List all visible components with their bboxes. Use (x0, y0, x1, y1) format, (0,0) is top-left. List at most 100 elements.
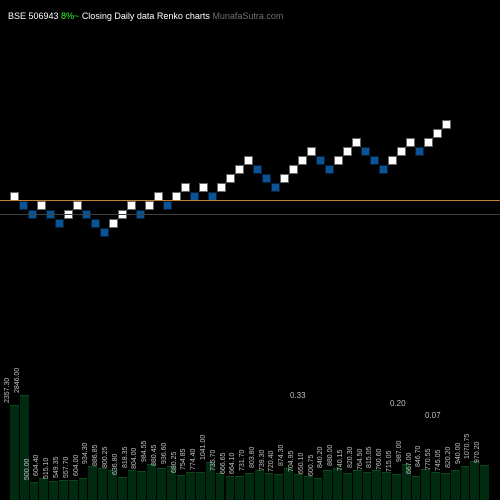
volume-label: 549.35 (53, 457, 60, 478)
volume-annotation: 0.07 (425, 411, 441, 420)
volume-bar: 666.65 (226, 476, 235, 500)
volume-label: 770.55 (425, 449, 432, 470)
renko-brick (253, 165, 262, 174)
volume-label: 1041.00 (200, 435, 207, 460)
volume-label: 987.00 (396, 441, 403, 462)
volume-bar: 940.00 (461, 466, 470, 500)
volume-label: 940.00 (455, 443, 462, 464)
volume-label: 803.80 (249, 447, 256, 468)
volume-bar: 880.00 (333, 468, 342, 500)
reference-line (0, 214, 500, 215)
volume-label: 745.05 (435, 450, 442, 471)
volume-label: 840.20 (317, 447, 324, 468)
volume-bar: 664.10 (235, 476, 244, 500)
volume-label: 764.50 (357, 449, 364, 470)
volume-label: 740.15 (337, 450, 344, 471)
volume-bar: 549.35 (59, 480, 68, 500)
volume-label: 650.10 (298, 453, 305, 474)
renko-brick (127, 201, 136, 210)
volume-label: 667.00 (406, 453, 413, 474)
volume-bar: 815.05 (372, 470, 381, 500)
renko-brick (325, 165, 334, 174)
volume-bar: 820.20 (451, 470, 460, 500)
volume-label: 774.40 (190, 449, 197, 470)
volume-bar: 2357.30 (10, 405, 19, 500)
volume-label: 984.55 (141, 441, 148, 462)
volume-bar: 515.10 (49, 481, 58, 500)
header-segment: 8%~ (61, 11, 82, 21)
volume-label: 970.20 (474, 442, 481, 463)
volume-label: 846.70 (415, 446, 422, 467)
volume-bar: 970.20 (480, 465, 489, 500)
volume-bar: 774.40 (196, 472, 205, 500)
volume-bar: 636.80 (118, 477, 127, 500)
volume-chart: 2357.302846.00500.00604.40515.10549.3555… (0, 370, 500, 500)
volume-bar: 731.70 (245, 473, 254, 500)
renko-brick (370, 156, 379, 165)
chart-header: BSE 506943 8%~ Closing Daily data Renko … (8, 6, 283, 24)
renko-brick (217, 183, 226, 192)
renko-brick (352, 138, 361, 147)
volume-bar: 704.95 (294, 474, 303, 500)
volume-bar: 680.25 (177, 475, 186, 500)
volume-label: 739.30 (259, 450, 266, 471)
renko-brick (406, 138, 415, 147)
volume-label: 820.30 (347, 447, 354, 468)
volume-label: 874.30 (278, 445, 285, 466)
volume-label: 820.20 (445, 447, 452, 468)
volume-label: 715.05 (386, 451, 393, 472)
renko-brick (100, 228, 109, 237)
volume-label: 886.85 (92, 445, 99, 466)
volume-bar: 770.55 (431, 472, 440, 500)
renko-brick (361, 147, 370, 156)
volume-bar: 818.35 (128, 470, 137, 500)
renko-brick (433, 129, 442, 138)
volume-annotation: 0.20 (390, 399, 406, 408)
volume-label: 604.00 (73, 455, 80, 476)
renko-brick (343, 147, 352, 156)
volume-bar: 764.50 (363, 472, 372, 500)
renko-brick (316, 156, 325, 165)
renko-brick (244, 156, 253, 165)
volume-label: 804.00 (131, 448, 138, 469)
renko-brick (109, 219, 118, 228)
volume-bar: 600.75 (314, 478, 323, 500)
renko-brick (226, 174, 235, 183)
renko-brick (415, 147, 424, 156)
renko-brick (37, 201, 46, 210)
volume-bar: 740.15 (343, 473, 352, 500)
volume-bar: 650.10 (304, 476, 313, 500)
volume-bar: 557.70 (69, 480, 78, 500)
header-segment: Closing Daily data Renko charts (82, 11, 213, 21)
header-segment: BSE 506943 (8, 11, 61, 21)
volume-bar: 880.45 (157, 468, 166, 500)
volume-bar: 934.30 (88, 466, 97, 500)
volume-bar: 2846.00 (20, 395, 29, 500)
renko-brick (280, 174, 289, 183)
volume-label: 818.35 (122, 447, 129, 468)
renko-brick (55, 219, 64, 228)
volume-label: 500.00 (24, 459, 31, 480)
volume-label: 666.65 (220, 453, 227, 474)
volume-bar: 715.05 (392, 474, 401, 500)
volume-label: 664.10 (229, 453, 236, 474)
volume-label: 2846.00 (14, 368, 21, 393)
volume-bar: 667.00 (412, 476, 421, 500)
renko-brick (442, 120, 451, 129)
volume-bar: 604.00 (79, 478, 88, 500)
volume-bar: 803.80 (255, 470, 264, 500)
volume-label: 1070.75 (464, 434, 471, 459)
chart-container: BSE 506943 8%~ Closing Daily data Renko … (0, 0, 500, 500)
volume-label: 880.00 (327, 445, 334, 466)
renko-brick (298, 156, 307, 165)
renko-brick (235, 165, 244, 174)
volume-bar: 1070.75 (470, 461, 479, 500)
volume-bar: 820.30 (353, 470, 362, 500)
volume-bar: 500.00 (30, 482, 39, 500)
volume-label: 754.85 (180, 449, 187, 470)
volume-bar: 720.40 (274, 474, 283, 500)
volume-bar: 874.30 (284, 468, 293, 500)
volume-label: 731.70 (239, 450, 246, 471)
volume-label: 604.40 (33, 455, 40, 476)
renko-brick (397, 147, 406, 156)
